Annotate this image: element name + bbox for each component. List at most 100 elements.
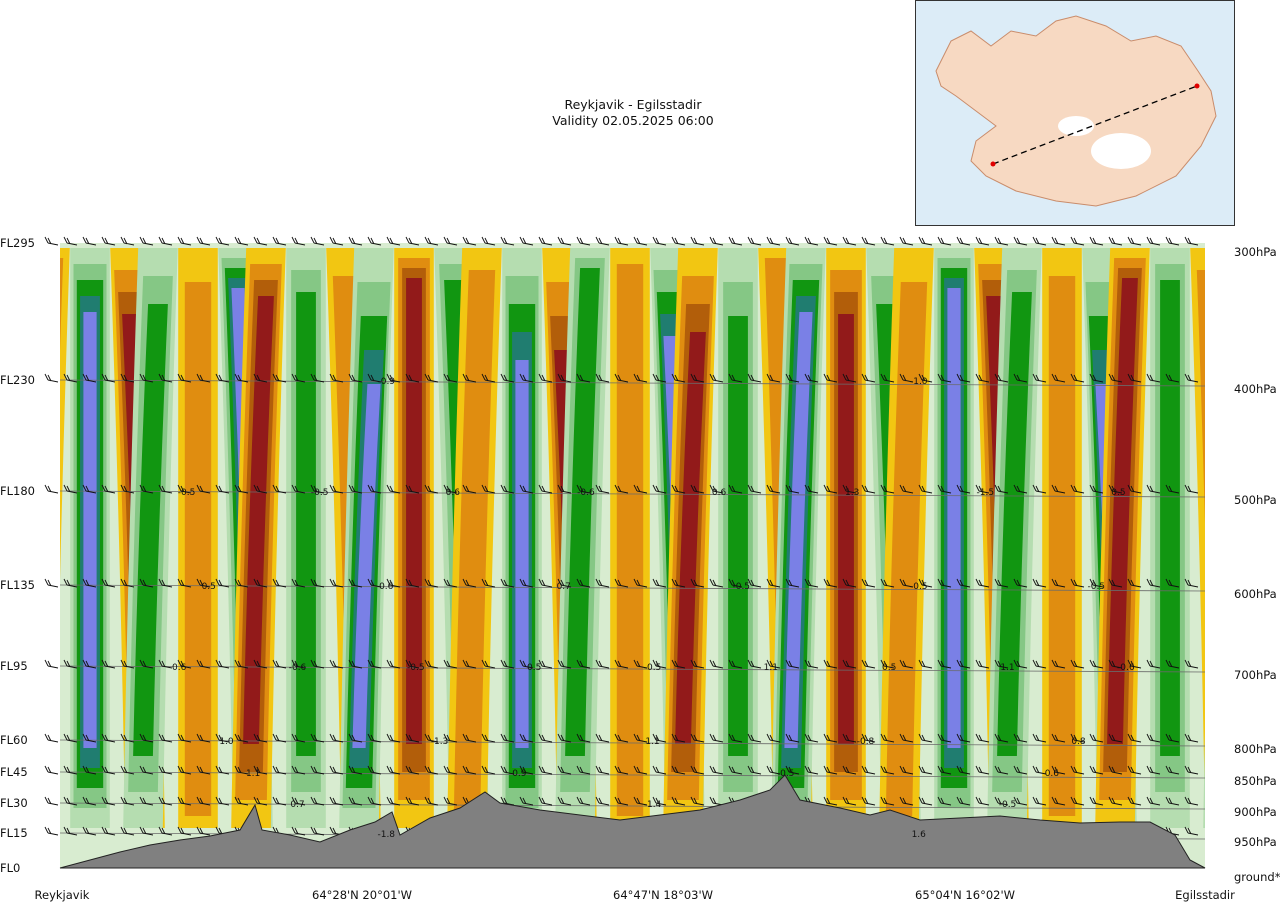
- wind-barb: [367, 659, 382, 669]
- wind-barb: [633, 765, 648, 775]
- value-label: -1.8: [377, 830, 395, 840]
- wind-barb: [671, 765, 686, 775]
- wind-barb: [82, 373, 97, 383]
- wind-barb: [1165, 733, 1180, 743]
- wind-barb: [690, 484, 705, 494]
- wind-barb: [1108, 733, 1123, 743]
- wind-barb: [956, 796, 971, 806]
- wind-barb: [348, 236, 363, 246]
- wind-barb: [310, 236, 325, 246]
- wind-barb: [348, 484, 363, 494]
- wind-barb: [329, 236, 344, 246]
- value-label: -0.6: [577, 488, 595, 498]
- wind-barb: [424, 796, 439, 806]
- wind-barb: [899, 484, 914, 494]
- negative-band: [616, 264, 644, 816]
- wind-barb: [1070, 373, 1085, 383]
- wind-barb: [177, 826, 192, 836]
- wind-barb: [595, 733, 610, 743]
- wind-barb: [139, 373, 154, 383]
- wind-barb: [538, 236, 553, 246]
- negative-band: [838, 314, 854, 744]
- wind-barb: [310, 659, 325, 669]
- positive-band: [997, 292, 1032, 756]
- wind-barb: [595, 484, 610, 494]
- wind-barb: [462, 484, 477, 494]
- wind-barb: [538, 733, 553, 743]
- wind-barb: [652, 236, 667, 246]
- wind-barb: [671, 796, 686, 806]
- wind-barb: [500, 484, 515, 494]
- wind-barb: [310, 733, 325, 743]
- wind-barb: [804, 484, 819, 494]
- wind-barb: [177, 796, 192, 806]
- wind-barb: [899, 765, 914, 775]
- wind-barb: [1184, 733, 1199, 743]
- wind-barb: [386, 484, 401, 494]
- wind-barb: [861, 765, 876, 775]
- wind-barb: [728, 484, 743, 494]
- wind-barb: [500, 733, 515, 743]
- wind-barb: [405, 373, 420, 383]
- wind-barb: [557, 484, 572, 494]
- wind-barb: [633, 796, 648, 806]
- wind-barb: [196, 236, 211, 246]
- wind-barb: [177, 659, 192, 669]
- wind-barb: [671, 484, 686, 494]
- wind-barb: [823, 373, 838, 383]
- level-line: [60, 739, 1205, 747]
- wind-barb: [1146, 765, 1161, 775]
- value-label: -0.5: [1087, 582, 1105, 592]
- wind-barb: [576, 578, 591, 588]
- wind-barb: [690, 765, 705, 775]
- wind-barb: [215, 796, 230, 806]
- route-position-label: 65°04'N 16°02'W: [915, 888, 1015, 902]
- pressure-level-label: 900hPa: [1234, 805, 1277, 819]
- wind-barb: [975, 373, 990, 383]
- value-label: -1.5: [977, 488, 995, 498]
- wind-barb: [671, 373, 686, 383]
- wind-barb: [367, 733, 382, 743]
- wind-barb: [272, 659, 287, 669]
- wind-barb: [1013, 578, 1028, 588]
- wind-barb: [880, 733, 895, 743]
- wind-barb: [386, 733, 401, 743]
- wind-barb: [709, 484, 724, 494]
- wind-barb: [633, 373, 648, 383]
- route-position-label: Reykjavik: [34, 888, 90, 902]
- wind-barb: [44, 373, 59, 383]
- wind-barb: [196, 765, 211, 775]
- positive-band: [1213, 332, 1248, 768]
- wind-barb: [1165, 484, 1180, 494]
- wind-barb: [747, 484, 762, 494]
- wind-barb: [158, 578, 173, 588]
- red-dot-reykjavik: [990, 161, 996, 167]
- wind-barb: [956, 236, 971, 246]
- wind-barb: [158, 236, 173, 246]
- wind-barb: [1127, 733, 1142, 743]
- wind-barb: [595, 236, 610, 246]
- wind-barb: [937, 796, 952, 806]
- wind-barb: [785, 578, 800, 588]
- wind-barb: [690, 733, 705, 743]
- chart-validity: Validity 02.05.2025 06:00: [552, 113, 714, 128]
- wind-barb: [557, 796, 572, 806]
- wind-barb: [234, 733, 249, 743]
- wind-barb: [595, 578, 610, 588]
- wind-barb: [690, 373, 705, 383]
- wind-barb: [747, 765, 762, 775]
- wind-barb: [1184, 796, 1199, 806]
- wind-barb: [63, 373, 78, 383]
- wind-barb: [766, 236, 781, 246]
- wind-barb: [1070, 733, 1085, 743]
- wind-barb: [1108, 373, 1123, 383]
- red-dot-egilsstadir: [1194, 83, 1200, 89]
- wind-barb: [44, 659, 59, 669]
- wind-barb: [1108, 578, 1123, 588]
- wind-barb: [1070, 765, 1085, 775]
- wind-barb: [709, 236, 724, 246]
- wind-barb: [994, 236, 1009, 246]
- wind-barb: [538, 796, 553, 806]
- wind-barb: [918, 236, 933, 246]
- wind-barb: [1051, 796, 1066, 806]
